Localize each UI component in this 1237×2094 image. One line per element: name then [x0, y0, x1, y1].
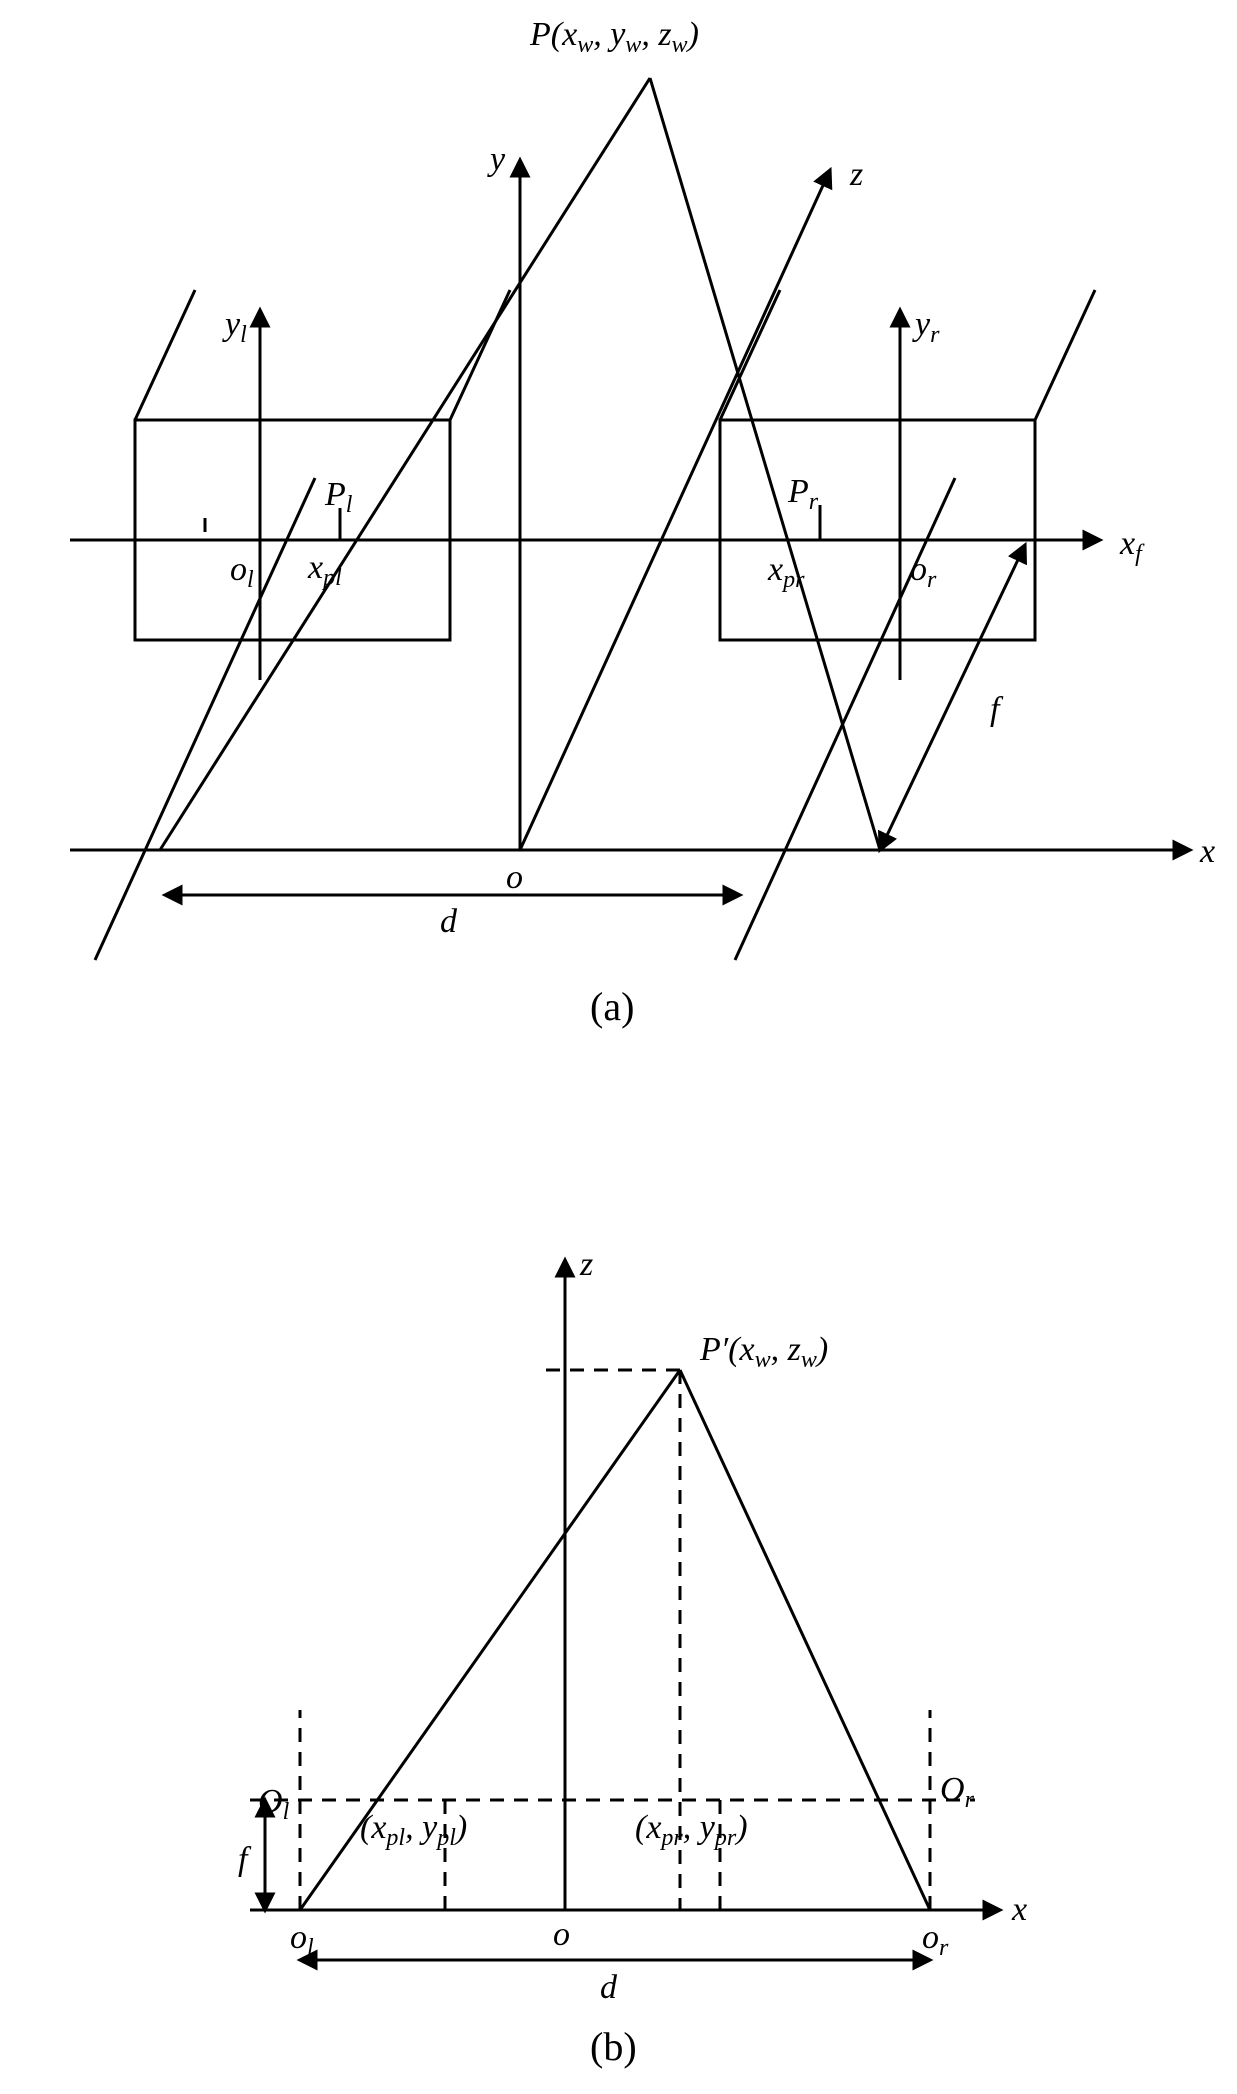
svg-text:xpr: xpr	[767, 551, 805, 593]
svg-text:d: d	[600, 1969, 618, 2006]
svg-text:y: y	[487, 141, 506, 178]
svg-text:yr: yr	[912, 306, 940, 348]
svg-text:d: d	[440, 903, 458, 940]
svg-text:x: x	[1011, 1891, 1027, 1928]
svg-text:or: or	[910, 551, 937, 593]
svg-text:(xpr, ypr): (xpr, ypr)	[635, 1809, 748, 1851]
svg-text:(b): (b)	[590, 2024, 637, 2069]
svg-text:P′(xw, zw): P′(xw, zw)	[699, 1331, 828, 1373]
svg-text:P(xw, yw, zw): P(xw, yw, zw)	[529, 16, 699, 58]
svg-text:ol: ol	[230, 551, 254, 593]
svg-text:Pl: Pl	[324, 476, 353, 518]
svg-text:Or: Or	[940, 1771, 975, 1813]
svg-text:o: o	[553, 1916, 570, 1953]
svg-text:(a): (a)	[590, 984, 634, 1029]
svg-text:ol: ol	[290, 1919, 314, 1961]
svg-text:(xpl, ypl): (xpl, ypl)	[360, 1809, 467, 1851]
svg-text:f: f	[238, 1841, 252, 1878]
svg-text:o: o	[506, 859, 523, 896]
svg-text:Pr: Pr	[787, 473, 819, 515]
svg-text:Ol: Ol	[258, 1783, 290, 1825]
svg-text:f: f	[990, 691, 1004, 728]
svg-text:z: z	[579, 1246, 593, 1283]
svg-text:x: x	[1199, 833, 1215, 870]
svg-text:z: z	[849, 156, 863, 193]
svg-text:yl: yl	[222, 306, 247, 348]
svg-text:or: or	[922, 1919, 949, 1961]
svg-text:xf: xf	[1119, 525, 1145, 567]
